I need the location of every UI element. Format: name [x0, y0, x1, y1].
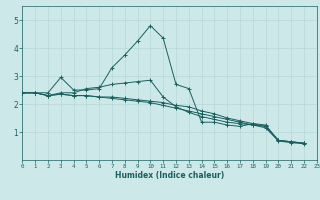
X-axis label: Humidex (Indice chaleur): Humidex (Indice chaleur) [115, 171, 224, 180]
